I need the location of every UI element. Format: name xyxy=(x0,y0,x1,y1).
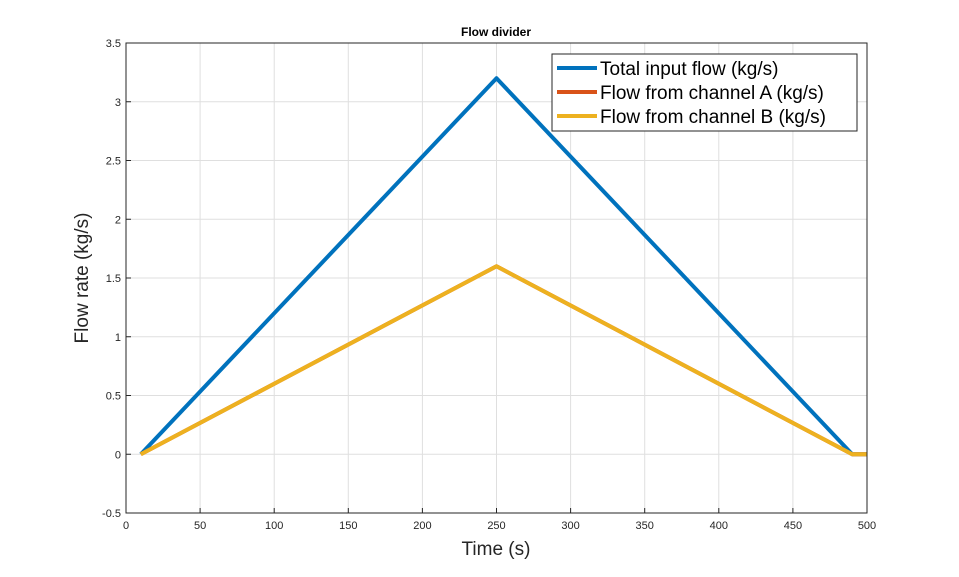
x-axis-label: Time (s) xyxy=(462,539,531,560)
chart-title: Flow divider xyxy=(461,25,531,39)
x-tick-label: 200 xyxy=(413,520,431,532)
x-tick-label: 100 xyxy=(265,520,283,532)
series-lines xyxy=(139,76,867,457)
legend-label-1: Flow from channel A (kg/s) xyxy=(600,83,824,104)
series-line-2 xyxy=(139,264,867,457)
y-tick-label: 3 xyxy=(115,97,121,109)
x-tick-label: 300 xyxy=(561,520,579,532)
legend-box xyxy=(551,53,858,132)
x-tick-label: 400 xyxy=(710,520,728,532)
x-tick-label: 500 xyxy=(858,520,876,532)
legend: Total input flow (kg/s) Flow from channel… xyxy=(551,53,858,132)
x-tick-label: 450 xyxy=(784,520,802,532)
y-tick-label: 1 xyxy=(115,332,121,344)
y-axis-label: Flow rate (kg/s) xyxy=(72,213,93,344)
y-tick-label: -0.5 xyxy=(102,508,121,520)
x-tick-label: 150 xyxy=(339,520,357,532)
y-tick-label: 2.5 xyxy=(106,156,121,168)
y-tick-label: 2 xyxy=(115,214,121,226)
y-tick-label: 3.5 xyxy=(106,38,121,50)
legend-label-0: Total input flow (kg/s) xyxy=(600,59,778,80)
y-tick-label: 0.5 xyxy=(106,391,121,403)
y-tick-label: 0 xyxy=(115,449,121,461)
y-tick-label: 1.5 xyxy=(106,273,121,285)
x-tick-label: 350 xyxy=(636,520,654,532)
x-tick-label: 0 xyxy=(123,520,129,532)
legend-label-2: Flow from channel B (kg/s) xyxy=(600,107,826,128)
ticks: 0 50 100 150 200 250 300 350 400 450 500-0.500.511… xyxy=(102,38,876,532)
x-tick-label: 250 xyxy=(487,520,505,532)
series-line-1 xyxy=(139,264,867,457)
x-tick-label: 50 xyxy=(194,520,206,532)
